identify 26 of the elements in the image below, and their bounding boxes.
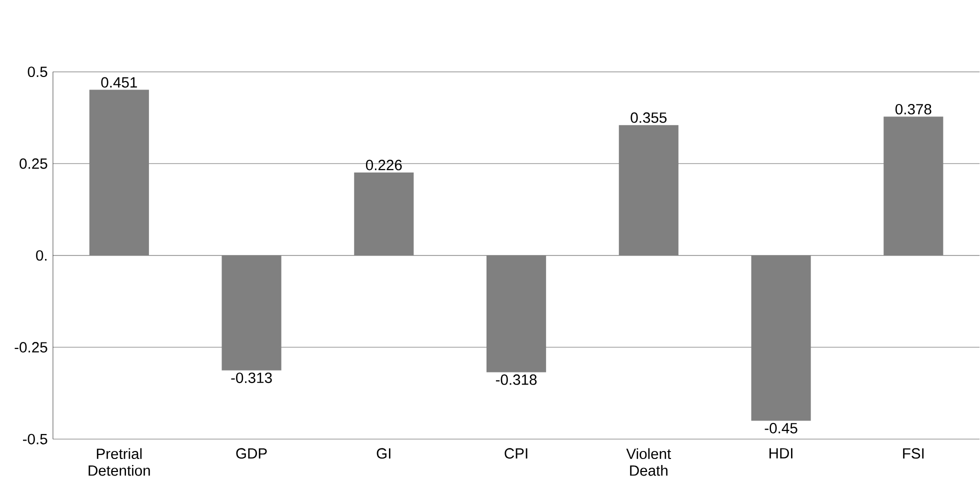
bar [884,116,944,256]
x-tick-label: FSI [903,448,924,459]
bar [354,172,414,256]
data-label: 0.451 [101,77,137,88]
bar [89,90,149,256]
data-label: 0.378 [895,104,932,115]
y-tick-label: 0. [36,250,46,261]
x-tick-label: HDI [770,448,792,458]
data-label: -0.318 [496,374,537,386]
y-tick-label: -0.5 [22,434,48,444]
x-tick-label: CPI [504,448,528,459]
x-tick-label: GI [376,448,390,459]
bar [618,125,678,256]
x-tick-label: Violent Death [626,448,672,476]
bar [751,256,811,421]
data-label: -0.45 [764,423,798,434]
x-tick-label: GDP [236,448,267,459]
data-label: -0.313 [231,372,272,384]
bar [222,256,282,371]
bar [486,256,546,372]
y-tick-label: 0.25 [20,158,48,169]
data-label: 0.355 [630,112,667,124]
y-tick-label: 0.5 [28,66,48,78]
x-tick-label: Pretrial Detention [88,448,150,476]
data-label: 0.226 [366,160,402,170]
y-tick-label: -0.25 [14,342,48,353]
